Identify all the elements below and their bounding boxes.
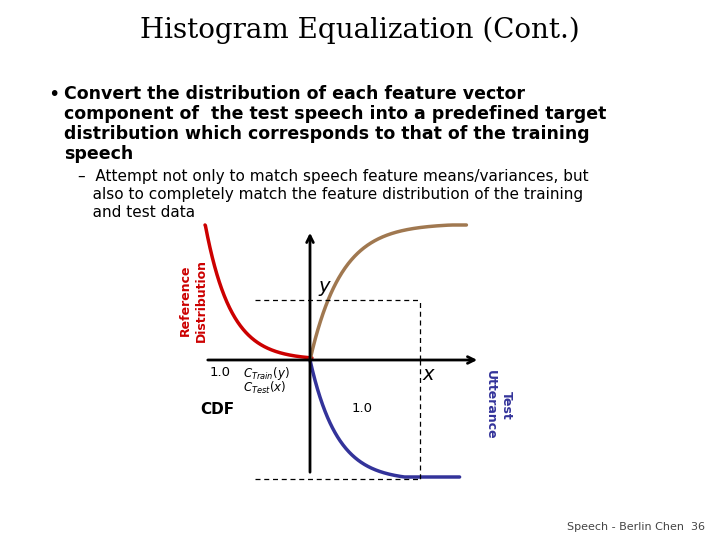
Text: $y$: $y$ [318,279,332,298]
Text: CDF: CDF [200,402,234,417]
Text: Speech - Berlin Chen  36: Speech - Berlin Chen 36 [567,522,705,532]
Text: •: • [48,85,59,104]
Text: $C_{\mathit{Test}}(x)$: $C_{\mathit{Test}}(x)$ [243,380,287,396]
Text: 1.0: 1.0 [351,402,372,415]
Text: also to completely match the feature distribution of the training: also to completely match the feature dis… [78,187,583,202]
Text: Histogram Equalization (Cont.): Histogram Equalization (Cont.) [140,16,580,44]
Text: distribution which corresponds to that of the training: distribution which corresponds to that o… [64,125,590,143]
Text: and test data: and test data [78,205,195,220]
Text: speech: speech [64,145,133,163]
Text: $x$: $x$ [422,366,436,384]
Text: –  Attempt not only to match speech feature means/variances, but: – Attempt not only to match speech featu… [78,169,589,184]
Text: 1.0: 1.0 [210,366,231,379]
Text: Test
Utterance: Test Utterance [484,370,513,440]
Text: component of  the test speech into a predefined target: component of the test speech into a pred… [64,105,606,123]
Text: $C_{\mathit{Train}}(y)$: $C_{\mathit{Train}}(y)$ [243,365,289,382]
Text: Reference
Distribution: Reference Distribution [179,259,207,341]
Text: Convert the distribution of each feature vector: Convert the distribution of each feature… [64,85,525,103]
